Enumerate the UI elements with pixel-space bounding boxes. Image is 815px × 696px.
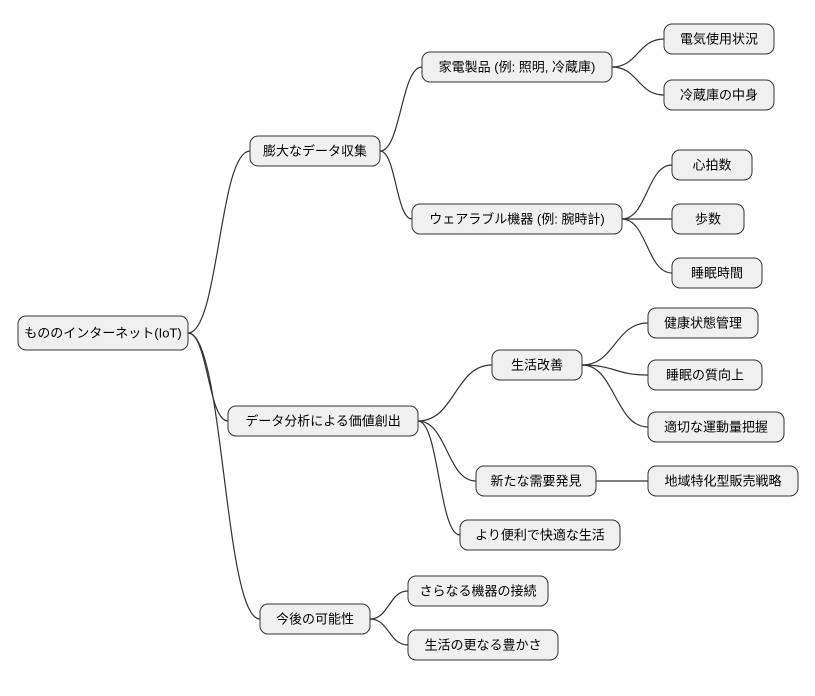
- node-b2a3: 適切な運動量把握: [648, 412, 784, 442]
- node-label-b2a: 生活改善: [511, 357, 563, 372]
- edge-b1-b1a: [380, 67, 422, 151]
- node-b1: 膨大なデータ収集: [250, 136, 380, 166]
- node-b2c: より便利で快適な生活: [460, 520, 620, 550]
- edges-group: [188, 39, 672, 645]
- node-label-b2b1: 地域特化型販売戦略: [664, 473, 781, 488]
- edge-b1b-b1b1: [622, 165, 672, 219]
- node-label-b2c: より便利で快適な生活: [475, 527, 605, 542]
- node-b3b: 生活の更なる豊かさ: [408, 630, 558, 660]
- node-label-b1b1: 心拍数: [692, 157, 731, 172]
- node-root: もののインターネット(IoT): [18, 316, 188, 350]
- node-label-b1b2: 歩数: [695, 211, 721, 226]
- mindmap-canvas: もののインターネット(IoT) 膨大なデータ収集 家電製品 (例: 照明, 冷蔵庫)…: [0, 0, 815, 696]
- edge-root-b1: [188, 151, 250, 333]
- node-label-b1b: ウェアラブル機器 (例: 腕時計): [429, 211, 605, 226]
- node-label-b1a1: 電気使用状況: [680, 31, 758, 46]
- node-b2a: 生活改善: [492, 350, 582, 380]
- node-label-b3: 今後の可能性: [276, 611, 354, 626]
- node-b1a1: 電気使用状況: [664, 24, 774, 54]
- node-label-b3a: さらなる機器の接続: [419, 583, 536, 598]
- node-label-b1b3: 睡眠時間: [691, 265, 743, 280]
- edge-b2-b2a: [418, 365, 492, 421]
- edge-b1b-b1b3: [622, 219, 672, 273]
- edge-root-b3: [188, 333, 260, 619]
- edge-b3-b3b: [370, 619, 408, 645]
- node-b1b3: 睡眠時間: [672, 258, 762, 288]
- node-b1b: ウェアラブル機器 (例: 腕時計): [412, 204, 622, 234]
- node-b1a2: 冷蔵庫の中身: [664, 80, 774, 110]
- edge-b1-b1b: [380, 151, 412, 219]
- node-label-b3b: 生活の更なる豊かさ: [424, 637, 541, 652]
- node-b1a: 家電製品 (例: 照明, 冷蔵庫): [422, 52, 612, 82]
- edge-b1a-b1a1: [612, 39, 664, 67]
- node-b2a1: 健康状態管理: [648, 308, 758, 338]
- node-b2b1: 地域特化型販売戦略: [648, 466, 798, 496]
- node-b2: データ分析による価値創出: [228, 406, 418, 436]
- node-label-b2a3: 適切な運動量把握: [664, 419, 768, 434]
- edge-b2a-b2a2: [582, 365, 648, 375]
- node-b2b: 新たな需要発見: [476, 466, 596, 496]
- node-label-b1a: 家電製品 (例: 照明, 冷蔵庫): [439, 59, 596, 74]
- node-label-b1: 膨大なデータ収集: [263, 143, 367, 158]
- edge-b3-b3a: [370, 591, 408, 619]
- node-b2a2: 睡眠の質向上: [648, 360, 762, 390]
- node-b1b2: 歩数: [672, 204, 744, 234]
- node-label-b2: データ分析による価値創出: [245, 413, 401, 428]
- node-label-b1a2: 冷蔵庫の中身: [680, 87, 758, 102]
- node-label-b2b: 新たな需要発見: [490, 473, 581, 488]
- edge-b2a-b2a1: [582, 323, 648, 365]
- node-label-root: もののインターネット(IoT): [24, 325, 181, 340]
- edge-b1a-b1a2: [612, 67, 664, 95]
- edge-root-b2: [188, 333, 228, 421]
- node-label-b2a1: 健康状態管理: [664, 315, 742, 330]
- nodes-group: もののインターネット(IoT) 膨大なデータ収集 家電製品 (例: 照明, 冷蔵庫)…: [18, 24, 798, 660]
- node-b3a: さらなる機器の接続: [408, 576, 548, 606]
- node-b3: 今後の可能性: [260, 604, 370, 634]
- node-b1b1: 心拍数: [672, 150, 752, 180]
- node-label-b2a2: 睡眠の質向上: [666, 367, 744, 382]
- edge-b2-b2c: [418, 421, 460, 535]
